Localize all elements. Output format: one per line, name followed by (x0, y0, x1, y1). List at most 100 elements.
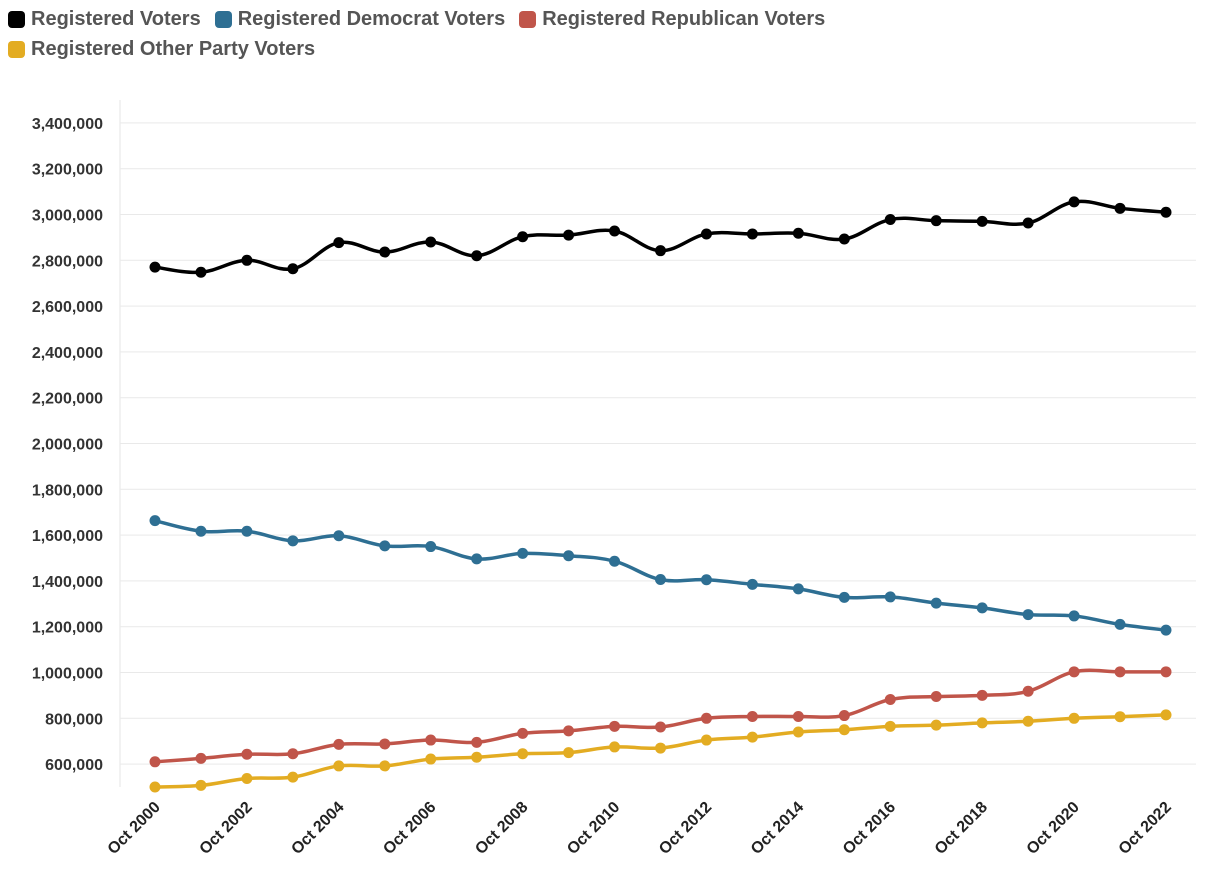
data-point-registered-other-party-voters[interactable] (976, 717, 988, 729)
data-point-registered-democrat-voters[interactable] (563, 550, 575, 562)
data-point-registered-republican-voters[interactable] (700, 712, 712, 724)
data-point-registered-republican-voters[interactable] (884, 694, 896, 706)
data-point-registered-other-party-voters[interactable] (287, 771, 299, 783)
data-point-registered-republican-voters[interactable] (930, 691, 942, 703)
data-point-registered-democrat-voters[interactable] (1160, 624, 1172, 636)
data-point-registered-republican-voters[interactable] (333, 738, 345, 750)
data-point-registered-democrat-voters[interactable] (838, 591, 850, 603)
data-point-registered-voters[interactable] (655, 245, 666, 257)
data-point-registered-democrat-voters[interactable] (471, 553, 483, 565)
data-point-registered-democrat-voters[interactable] (884, 591, 896, 603)
data-point-registered-voters[interactable] (930, 215, 942, 227)
data-point-registered-other-party-voters[interactable] (471, 751, 483, 763)
legend-item-registered-voters[interactable]: Registered Voters (8, 8, 201, 31)
data-point-registered-voters[interactable] (1068, 196, 1080, 208)
data-point-registered-voters[interactable] (792, 227, 804, 239)
x-tick-label: Oct 2000 (105, 799, 164, 858)
data-point-registered-democrat-voters[interactable] (425, 541, 437, 553)
data-point-registered-republican-voters[interactable] (792, 710, 804, 722)
data-point-registered-democrat-voters[interactable] (1022, 609, 1034, 621)
data-point-registered-democrat-voters[interactable] (517, 547, 529, 559)
data-point-registered-republican-voters[interactable] (1160, 666, 1172, 678)
data-point-registered-other-party-voters[interactable] (379, 760, 391, 772)
data-point-registered-other-party-voters[interactable] (1022, 715, 1034, 727)
data-point-registered-other-party-voters[interactable] (241, 773, 253, 785)
legend-item-other-party-voters[interactable]: Registered Other Party Voters (8, 38, 315, 61)
legend-item-republican-voters[interactable]: Registered Republican Voters (519, 8, 825, 31)
data-point-registered-other-party-voters[interactable] (884, 720, 896, 732)
data-point-registered-voters[interactable] (609, 225, 621, 237)
data-point-registered-republican-voters[interactable] (838, 710, 850, 722)
data-point-registered-voters[interactable] (976, 215, 988, 227)
data-point-registered-democrat-voters[interactable] (655, 574, 666, 586)
data-point-registered-voters[interactable] (700, 228, 712, 240)
data-point-registered-other-party-voters[interactable] (792, 726, 804, 738)
data-point-registered-other-party-voters[interactable] (1068, 712, 1080, 724)
data-point-registered-voters[interactable] (517, 231, 529, 243)
data-point-registered-voters[interactable] (1114, 202, 1126, 214)
legend-item-democrat-voters[interactable]: Registered Democrat Voters (214, 8, 505, 31)
data-point-registered-voters[interactable] (1160, 206, 1172, 218)
data-point-registered-democrat-voters[interactable] (1114, 618, 1126, 630)
data-point-registered-republican-voters[interactable] (609, 720, 621, 732)
data-point-registered-democrat-voters[interactable] (195, 525, 207, 537)
data-point-registered-republican-voters[interactable] (471, 736, 483, 748)
data-point-registered-other-party-voters[interactable] (563, 747, 575, 759)
data-point-registered-other-party-voters[interactable] (930, 719, 942, 731)
data-point-registered-voters[interactable] (195, 266, 207, 278)
series-line-registered-voters[interactable] (153, 199, 1168, 275)
data-point-registered-democrat-voters[interactable] (976, 602, 988, 614)
data-point-registered-voters[interactable] (471, 250, 483, 262)
data-point-registered-republican-voters[interactable] (1114, 666, 1126, 678)
data-point-registered-voters[interactable] (149, 261, 161, 273)
data-point-registered-voters[interactable] (884, 214, 896, 226)
data-point-registered-democrat-voters[interactable] (700, 574, 712, 586)
data-point-registered-republican-voters[interactable] (241, 748, 253, 760)
data-point-registered-republican-voters[interactable] (517, 727, 529, 739)
data-point-registered-other-party-voters[interactable] (195, 779, 207, 791)
data-point-registered-democrat-voters[interactable] (792, 583, 804, 595)
data-point-registered-republican-voters[interactable] (149, 756, 161, 768)
data-point-registered-republican-voters[interactable] (563, 725, 575, 737)
data-point-registered-democrat-voters[interactable] (746, 578, 758, 590)
data-point-registered-other-party-voters[interactable] (149, 781, 161, 793)
data-point-registered-republican-voters[interactable] (746, 710, 758, 722)
data-point-registered-democrat-voters[interactable] (287, 535, 299, 547)
data-point-registered-democrat-voters[interactable] (149, 515, 161, 527)
data-point-registered-democrat-voters[interactable] (609, 555, 621, 567)
data-point-registered-other-party-voters[interactable] (655, 742, 666, 754)
data-point-registered-voters[interactable] (838, 233, 850, 245)
data-point-registered-other-party-voters[interactable] (746, 731, 758, 743)
data-point-registered-other-party-voters[interactable] (1160, 709, 1172, 721)
data-point-registered-democrat-voters[interactable] (241, 525, 253, 537)
data-point-registered-republican-voters[interactable] (655, 721, 666, 733)
data-point-registered-republican-voters[interactable] (1022, 685, 1034, 697)
data-point-registered-other-party-voters[interactable] (609, 741, 621, 753)
data-point-registered-republican-voters[interactable] (976, 689, 988, 701)
data-point-registered-voters[interactable] (425, 236, 437, 248)
data-point-registered-democrat-voters[interactable] (930, 597, 942, 609)
data-point-registered-democrat-voters[interactable] (379, 540, 391, 552)
data-point-registered-voters[interactable] (379, 246, 391, 258)
data-point-registered-voters[interactable] (1022, 217, 1034, 229)
data-point-registered-other-party-voters[interactable] (700, 734, 712, 746)
data-point-registered-other-party-voters[interactable] (838, 724, 850, 736)
data-point-registered-voters[interactable] (287, 263, 299, 275)
data-point-registered-republican-voters[interactable] (425, 734, 437, 746)
data-point-registered-other-party-voters[interactable] (1114, 711, 1126, 723)
y-tick-label: 1,600,000 (32, 528, 103, 545)
data-point-registered-democrat-voters[interactable] (1068, 610, 1080, 622)
data-point-registered-voters[interactable] (746, 228, 758, 240)
data-point-registered-republican-voters[interactable] (1068, 666, 1080, 678)
data-point-registered-republican-voters[interactable] (287, 748, 299, 760)
data-point-registered-voters[interactable] (563, 229, 575, 241)
data-point-registered-other-party-voters[interactable] (333, 760, 345, 772)
data-point-registered-democrat-voters[interactable] (333, 530, 345, 542)
legend-swatch-democrat-voters (214, 10, 232, 28)
data-point-registered-voters[interactable] (241, 254, 253, 266)
data-point-registered-republican-voters[interactable] (195, 752, 207, 764)
data-point-registered-voters[interactable] (333, 237, 345, 249)
data-point-registered-other-party-voters[interactable] (425, 753, 437, 765)
data-point-registered-other-party-voters[interactable] (517, 748, 529, 760)
data-point-registered-republican-voters[interactable] (379, 738, 391, 750)
